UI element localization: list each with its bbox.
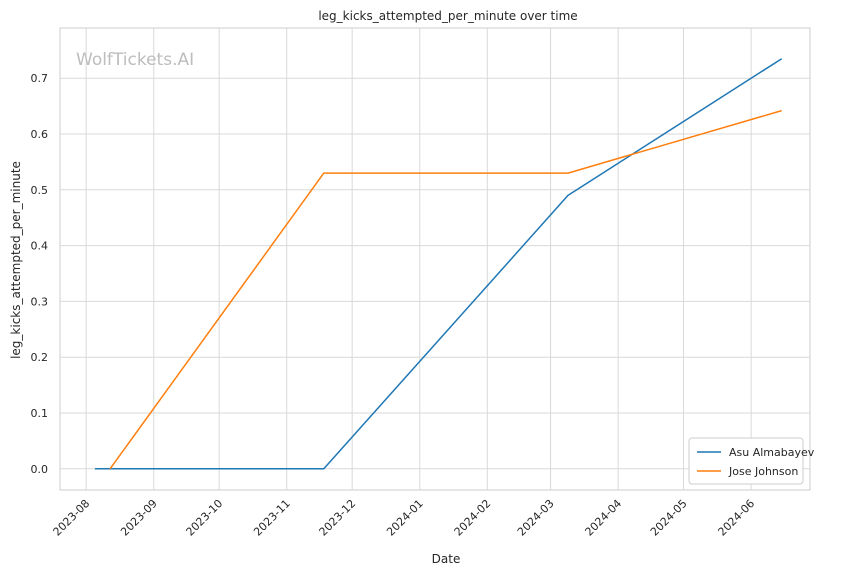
x-tick-label: 2023-12 <box>317 497 359 539</box>
y-axis-label: leg_kicks_attempted_per_minute <box>9 161 23 359</box>
x-tick-label: 2024-01 <box>384 497 426 539</box>
y-tick-labels: 0.0 0.1 0.2 0.3 0.4 0.5 0.6 0.7 <box>31 72 49 476</box>
x-tick-label: 2024-06 <box>716 497 758 539</box>
y-tick-label: 0.2 <box>31 351 49 364</box>
x-tick-labels: 2023-08 2023-09 2023-10 2023-11 2023-12 2024-… <box>51 497 758 539</box>
legend-box <box>688 437 804 485</box>
x-tick-label: 2024-03 <box>515 497 557 539</box>
y-tick-label: 0.1 <box>31 407 49 420</box>
x-tick-label: 2024-05 <box>648 497 690 539</box>
legend-label-jose-johnson: Jose Johnson <box>728 465 798 478</box>
x-tick-label: 2024-04 <box>583 497 625 539</box>
x-tick-label: 2024-02 <box>452 497 494 539</box>
x-tick-label: 2023-09 <box>118 497 160 539</box>
y-tick-label: 0.7 <box>31 72 49 85</box>
series-line-jose-johnson <box>109 109 782 470</box>
y-tick-label: 0.0 <box>31 463 49 476</box>
watermark: WolfTickets.AI <box>76 50 194 70</box>
y-tick-label: 0.4 <box>31 240 49 253</box>
x-tick-label: 2023-11 <box>251 497 293 539</box>
y-tick-label: 0.3 <box>31 295 49 308</box>
y-tick-label: 0.5 <box>31 184 49 197</box>
series-line-asu-almabayev <box>94 58 783 470</box>
plot-area <box>59 27 811 491</box>
x-tick-label: 2023-08 <box>51 497 93 539</box>
legend: Asu Almabayev Jose Johnson <box>688 437 815 485</box>
x-axis-label: Date <box>432 552 461 566</box>
x-tick-label: 2023-10 <box>184 497 226 539</box>
y-tick-label: 0.6 <box>31 128 49 141</box>
series-layer <box>94 58 783 470</box>
legend-label-asu-almabayev: Asu Almabayev <box>729 446 815 459</box>
chart-title: leg_kicks_attempted_per_minute over time <box>318 9 577 23</box>
